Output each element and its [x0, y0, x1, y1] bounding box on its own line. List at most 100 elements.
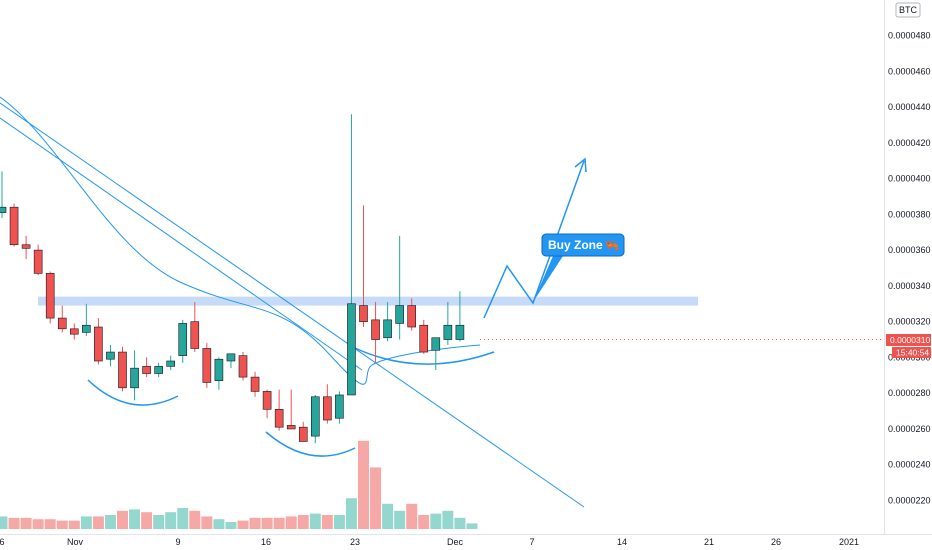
volume-bar: [333, 515, 345, 529]
candle[interactable]: [274, 389, 284, 431]
candle[interactable]: [359, 205, 368, 328]
candle-body: [335, 394, 344, 419]
volume-bar: [382, 503, 394, 529]
candle-body: [383, 319, 392, 339]
candle-body: [250, 376, 260, 392]
candle[interactable]: [154, 362, 163, 378]
volume-bar: [189, 510, 201, 529]
buy-zone-callout[interactable]: Buy Zone 🦐: [541, 233, 625, 257]
candle[interactable]: [323, 384, 332, 424]
candle[interactable]: [202, 343, 212, 388]
candle[interactable]: [310, 394, 320, 444]
candle[interactable]: [142, 357, 151, 378]
candle[interactable]: [419, 319, 429, 354]
volume-bar: [117, 510, 128, 529]
candle[interactable]: [335, 391, 344, 424]
candle-body: [70, 328, 79, 335]
candle[interactable]: [226, 353, 236, 369]
volume-bar: [430, 513, 442, 529]
x-tick-label: 23: [350, 537, 360, 547]
candle[interactable]: [45, 271, 55, 324]
candle[interactable]: [118, 346, 127, 392]
candle-body: [33, 249, 43, 274]
candle-body: [9, 206, 19, 246]
x-axis: 6 Nov 9 16 23 Dec 7 14 21 26 2021: [0, 534, 932, 547]
y-axis: 0.0000480 0.0000460 0.0000440 0.0000420 0.00…: [884, 0, 931, 534]
candle[interactable]: [9, 203, 19, 247]
y-tick-label: 0.0000480: [888, 31, 931, 41]
candle[interactable]: [33, 244, 43, 276]
candle-body: [407, 305, 417, 328]
candle[interactable]: [407, 298, 417, 331]
candle-body: [262, 391, 272, 410]
candle[interactable]: [21, 235, 31, 260]
callout-pointer: [533, 256, 563, 302]
buy-zone-label: Buy Zone: [548, 238, 603, 252]
candle-body: [274, 408, 284, 428]
x-tick-label: 16: [261, 537, 271, 547]
candle[interactable]: [70, 323, 79, 340]
volume-bar: [285, 516, 297, 529]
x-tick-label: Nov: [67, 537, 84, 547]
candle[interactable]: [347, 114, 356, 396]
candle[interactable]: [383, 301, 392, 342]
volume-bar: [249, 517, 261, 529]
last-price-tag: 0.0000310 15:40:54: [886, 334, 931, 358]
volume-bar: [153, 515, 165, 529]
candle[interactable]: [431, 337, 441, 370]
candle-body: [347, 303, 356, 396]
x-tick-label: Dec: [447, 537, 464, 547]
candle-body: [359, 305, 368, 322]
candle[interactable]: [443, 301, 453, 345]
volume-bar: [345, 498, 357, 529]
x-tick-label: 6: [0, 537, 5, 547]
candle[interactable]: [190, 301, 200, 353]
candle[interactable]: [166, 355, 175, 370]
candle[interactable]: [286, 389, 296, 430]
candle[interactable]: [298, 421, 308, 442]
x-tick-label: 2021: [839, 537, 859, 547]
candle-body: [443, 324, 453, 340]
volume-bar: [165, 512, 177, 529]
candle-body: [238, 355, 248, 378]
y-tick-label: 0.0000260: [888, 424, 931, 434]
candle-body: [286, 425, 296, 430]
candle[interactable]: [250, 371, 260, 397]
x-tick-label: 26: [771, 537, 781, 547]
shrimp-emoji-icon: 🦐: [604, 238, 619, 252]
volume-bar: [32, 519, 44, 529]
buy-zone-band: [38, 296, 698, 306]
volume-bar: [406, 503, 418, 529]
volume-bar: [394, 510, 406, 529]
candle-body: [166, 360, 175, 367]
rounded-bottom-arc-1: [87, 379, 179, 406]
y-tick-label: 0.0000220: [888, 496, 931, 506]
candle[interactable]: [214, 357, 224, 390]
candle[interactable]: [130, 350, 139, 401]
rounded-bottom-arc-3: [354, 347, 495, 365]
candle[interactable]: [238, 352, 248, 381]
volume-bar: [201, 516, 213, 529]
candle[interactable]: [178, 319, 188, 363]
trendline-long: [0, 102, 585, 508]
candle-body: [323, 396, 332, 421]
candle[interactable]: [0, 171, 7, 218]
candle[interactable]: [395, 235, 404, 340]
candle-body: [395, 305, 404, 324]
symbol-badge[interactable]: BTC: [895, 2, 921, 18]
candle[interactable]: [94, 318, 103, 365]
volume-bar: [80, 516, 92, 529]
candle[interactable]: [106, 344, 115, 367]
y-tick-label: 0.0000460: [888, 66, 931, 76]
y-tick-label: 0.0000360: [888, 245, 931, 255]
candle[interactable]: [82, 303, 91, 336]
candle[interactable]: [455, 291, 465, 342]
volume-bar: [44, 519, 56, 529]
candle-body: [21, 244, 31, 249]
candle-body: [190, 321, 200, 349]
last-price-label: 0.0000310: [890, 335, 930, 345]
candle[interactable]: [371, 301, 380, 363]
candle[interactable]: [262, 389, 272, 419]
candle[interactable]: [57, 305, 67, 333]
